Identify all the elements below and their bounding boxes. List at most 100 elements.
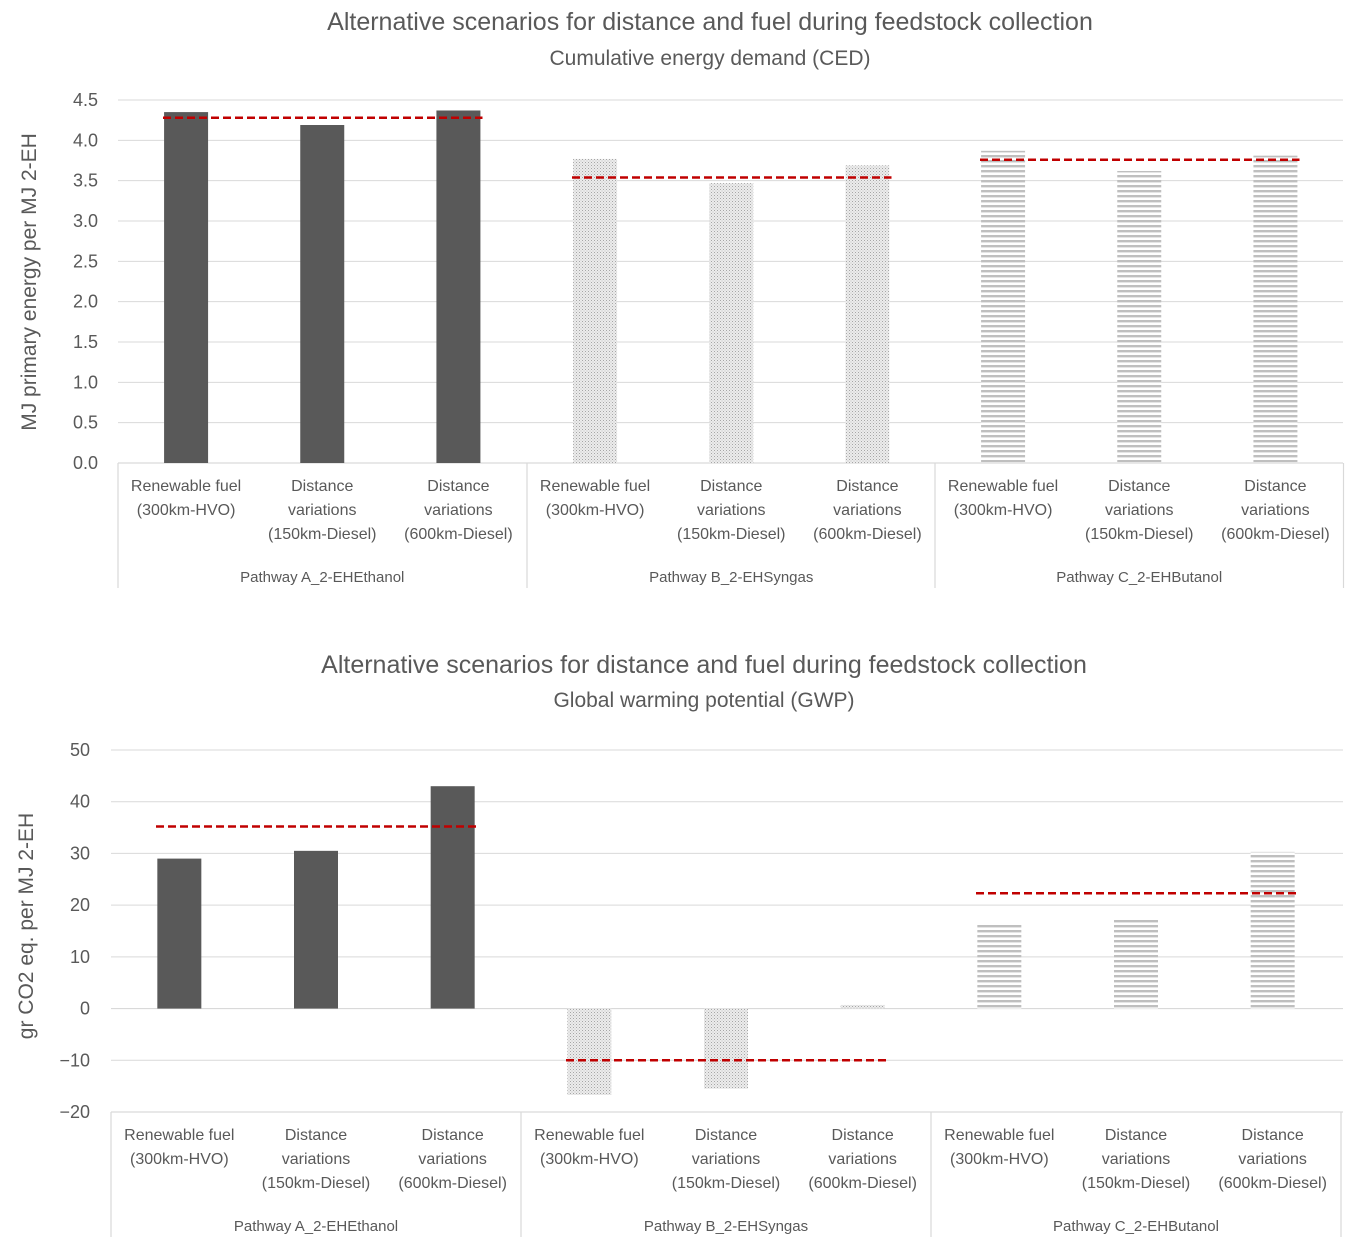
ced-category-label: (600km-Diesel) [1221,526,1329,543]
ced-y-tick-label: 3.5 [73,171,98,191]
ced-bar [300,125,345,464]
ced-category-label: Distance [291,478,353,495]
gwp-y-tick-label: 30 [70,843,90,863]
ced-bar [164,112,209,463]
gwp-bar [567,1008,612,1095]
ced-y-tick-label: 1.0 [73,372,98,392]
gwp-bar [294,850,338,1009]
gwp-y-tick-label: 50 [70,740,90,760]
ced-category-label: Distance [700,478,762,495]
gwp-category-label: (300km-HVO) [540,1151,639,1168]
gwp-bar [1114,919,1158,1009]
ced-category-label: variations [288,502,356,519]
gwp-category-label: (600km-Diesel) [1218,1175,1326,1192]
ced-category-label: Renewable fuel [131,478,241,495]
ced-group-label: Pathway A_2-EHEthanol [240,569,404,586]
ced-category-label: (150km-Diesel) [268,526,376,543]
gwp-category-label: variations [1238,1151,1306,1168]
ced-category-label: (300km-HVO) [137,502,236,519]
gwp-group-label: Pathway C_2-EHButanol [1053,1218,1219,1235]
gwp-category-label: variations [692,1151,760,1168]
gwp-category-label: (150km-Diesel) [1082,1175,1190,1192]
gwp-bar [430,786,475,1009]
gwp-category-label: Distance [1105,1127,1167,1144]
gwp-y-tick-label: 10 [70,947,90,967]
gwp-y-tick-label: 40 [70,792,90,812]
gwp-y-tick-label: −20 [59,1102,90,1122]
gwp-category-label: variations [282,1151,350,1168]
gwp-y-tick-label: −10 [59,1050,90,1070]
gwp-chart: Alternative scenarios for distance and f… [0,640,1349,1237]
gwp-chart-title: Alternative scenarios for distance and f… [321,651,1087,679]
gwp-category-label: (300km-HVO) [950,1151,1049,1168]
ced-y-tick-label: 2.5 [73,251,98,271]
ced-y-tick-label: 0.5 [73,413,98,433]
ced-y-tick-label: 1.5 [73,332,98,352]
ced-category-label: (300km-HVO) [546,502,645,519]
ced-category-label: Distance [427,478,489,495]
gwp-bar [157,858,202,1009]
gwp-category-label: variations [418,1151,486,1168]
gwp-group-label: Pathway A_2-EHEthanol [234,1218,398,1235]
gwp-chart-subtitle: Global warming potential (GWP) [553,689,854,712]
ced-chart: Alternative scenarios for distance and f… [0,0,1349,610]
ced-y-tick-label: 3.0 [73,211,98,231]
ced-category-label: variations [1105,502,1173,519]
gwp-category-label: (150km-Diesel) [262,1175,370,1192]
ced-bar [845,165,890,463]
gwp-category-label: variations [828,1151,896,1168]
gwp-category-label: Distance [1242,1127,1304,1144]
ced-y-tick-label: 4.5 [73,90,98,110]
ced-group-label: Pathway B_2-EHSyngas [649,569,813,586]
ced-category-label: (150km-Diesel) [677,526,785,543]
ced-chart-svg: Alternative scenarios for distance and f… [18,8,1345,588]
gwp-bar [977,924,1022,1009]
gwp-category-label: Distance [832,1127,894,1144]
gwp-bar [1250,851,1295,1009]
gwp-category-label: (600km-Diesel) [398,1175,506,1192]
ced-y-tick-label: 2.0 [73,292,98,312]
ced-bar [573,158,618,464]
ced-group-label: Pathway C_2-EHButanol [1056,569,1222,586]
ced-category-label: (600km-Diesel) [404,526,512,543]
gwp-category-label: Distance [695,1127,757,1144]
gwp-category-label: Renewable fuel [124,1127,234,1144]
ced-bar [981,150,1026,463]
ced-category-label: Distance [1108,478,1170,495]
ced-chart-subtitle: Cumulative energy demand (CED) [550,47,871,70]
ced-category-label: variations [424,502,492,519]
gwp-category-label: (600km-Diesel) [808,1175,916,1192]
ced-chart-title: Alternative scenarios for distance and f… [327,8,1093,36]
ced-y-tick-label: 4.0 [73,130,98,150]
ced-category-label: Renewable fuel [540,478,650,495]
ced-category-label: variations [697,502,765,519]
ced-y-axis-label: MJ primary energy per MJ 2-EH [18,133,41,431]
ced-category-label: Renewable fuel [948,478,1058,495]
ced-category-label: (150km-Diesel) [1085,526,1193,543]
ced-category-label: variations [833,502,901,519]
gwp-bar [704,1008,748,1089]
ced-category-label: variations [1241,502,1309,519]
gwp-category-label: Distance [422,1127,484,1144]
gwp-chart-svg: Alternative scenarios for distance and f… [15,651,1343,1237]
ced-bar [1253,155,1298,463]
gwp-category-label: Renewable fuel [534,1127,644,1144]
gwp-category-label: Distance [285,1127,347,1144]
gwp-category-label: Renewable fuel [944,1127,1054,1144]
ced-y-tick-label: 0.0 [73,453,98,473]
ced-category-label: (600km-Diesel) [813,526,921,543]
gwp-category-label: (150km-Diesel) [672,1175,780,1192]
ced-category-label: Distance [1244,478,1306,495]
ced-bar [436,110,481,463]
ced-category-label: Distance [836,478,898,495]
gwp-bar [840,1004,885,1009]
gwp-y-axis-label: gr CO2 eq. per MJ 2-EH [15,813,38,1039]
gwp-y-tick-label: 0 [80,999,90,1019]
gwp-y-tick-label: 20 [70,895,90,915]
ced-bar [1117,170,1162,463]
gwp-group-label: Pathway B_2-EHSyngas [644,1218,808,1235]
ced-category-label: (300km-HVO) [954,502,1053,519]
ced-bar [709,183,754,463]
gwp-category-label: (300km-HVO) [130,1151,229,1168]
gwp-category-label: variations [1102,1151,1170,1168]
